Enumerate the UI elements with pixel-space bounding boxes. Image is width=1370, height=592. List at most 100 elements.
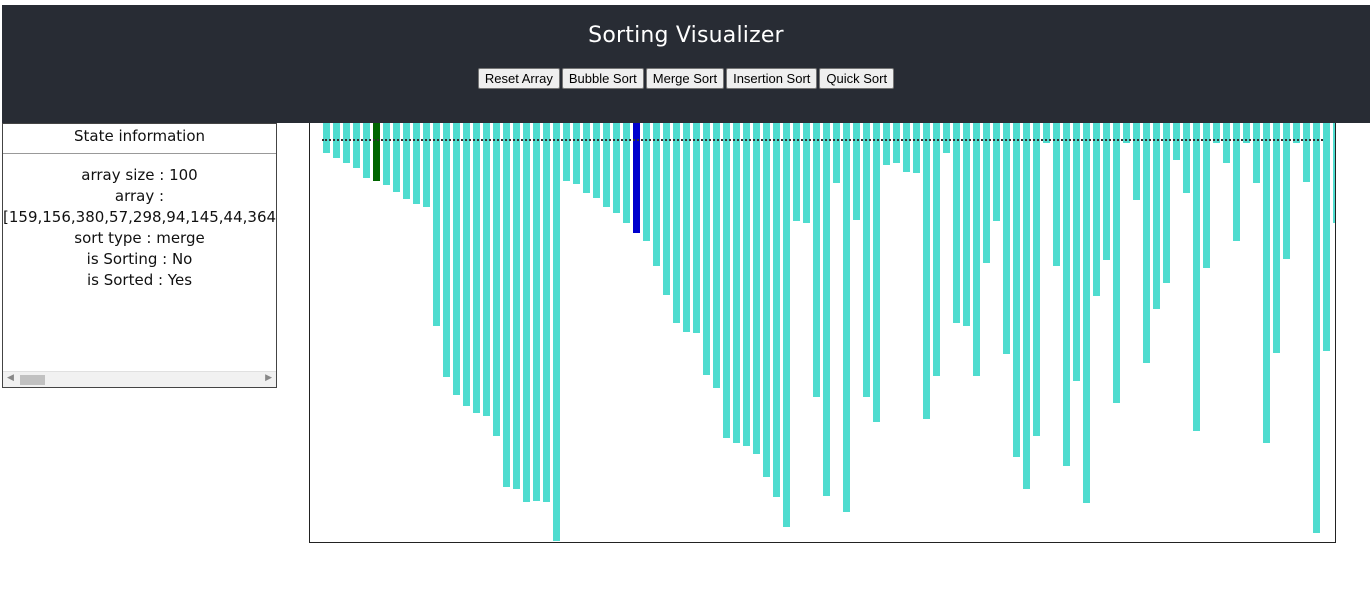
- array-bar: [1023, 123, 1030, 489]
- insertion-sort-button[interactable]: Insertion Sort: [726, 68, 818, 89]
- array-bar: [1033, 123, 1040, 436]
- array-bar: [903, 123, 910, 172]
- array-bar: [603, 123, 610, 207]
- array-bar: [993, 123, 1000, 221]
- array-bar: [963, 123, 970, 326]
- array-bar: [433, 123, 440, 326]
- toolbar: Reset Array Bubble Sort Merge Sort Inser…: [2, 68, 1370, 89]
- array-bar: [623, 123, 630, 223]
- array-bar: [1063, 123, 1070, 466]
- merge-sort-button[interactable]: Merge Sort: [645, 68, 725, 89]
- array-bar: [513, 123, 520, 489]
- scrollbar-thumb[interactable]: [20, 375, 45, 385]
- array-bar: [413, 123, 420, 204]
- array-bar: [343, 123, 350, 163]
- array-bar: [1003, 123, 1010, 354]
- array-visualizer: [309, 123, 1336, 543]
- scroll-right-icon[interactable]: ▶: [265, 373, 272, 383]
- array-bar: [703, 123, 710, 375]
- array-bar: [463, 123, 470, 406]
- array-bar: [1233, 123, 1240, 241]
- array-bar: [573, 123, 580, 184]
- array-bar: [483, 123, 490, 416]
- array-bar: [1263, 123, 1270, 443]
- array-bar: [1333, 123, 1335, 223]
- array-bar: [1103, 123, 1110, 260]
- array-bar: [403, 123, 410, 199]
- array-bar: [983, 123, 990, 263]
- array-bar: [763, 123, 770, 477]
- state-info-panel: State information array size : 100 array…: [2, 123, 277, 388]
- array-bar: [473, 123, 480, 413]
- array-bar: [823, 123, 830, 496]
- array-bar: [1143, 123, 1150, 363]
- bubble-sort-button[interactable]: Bubble Sort: [561, 68, 644, 89]
- array-bar: [1293, 123, 1300, 143]
- array-bar: [583, 123, 590, 193]
- array-bar: [543, 123, 550, 502]
- array-bar: [1183, 123, 1190, 193]
- array-bar: [443, 123, 450, 377]
- reset-array-button[interactable]: Reset Array: [477, 68, 560, 89]
- array-bar: [913, 123, 920, 173]
- array-bar: [393, 123, 400, 192]
- array-bar: [663, 123, 670, 295]
- array-bar: [423, 123, 430, 207]
- array-bar: [633, 123, 640, 233]
- array-bar: [613, 123, 620, 213]
- array-bar: [383, 123, 390, 185]
- quick-sort-button[interactable]: Quick Sort: [819, 68, 895, 89]
- array-bar: [943, 123, 950, 153]
- array-bar: [1173, 123, 1180, 160]
- array-bar: [1153, 123, 1160, 309]
- array-bar: [533, 123, 540, 501]
- array-bar: [503, 123, 510, 487]
- sort-type-text: sort type : merge: [74, 229, 205, 247]
- array-values-text: [159,156,380,57,298,94,145,44,364,203,: [3, 208, 276, 226]
- array-bar: [1213, 123, 1220, 143]
- array-bar: [1193, 123, 1200, 431]
- array-bar: [923, 123, 930, 419]
- array-bar: [1133, 123, 1140, 200]
- array-bar: [1013, 123, 1020, 457]
- array-bar: [1083, 123, 1090, 503]
- array-size-text: array size : 100: [81, 166, 198, 184]
- array-bar: [1113, 123, 1120, 403]
- array-bar: [373, 123, 380, 181]
- state-info-header: State information: [3, 124, 276, 154]
- array-bar: [1073, 123, 1080, 381]
- array-bar: [833, 123, 840, 183]
- array-bar: [1043, 123, 1050, 143]
- array-bar: [593, 123, 600, 198]
- array-bar: [713, 123, 720, 388]
- array-bar: [863, 123, 870, 397]
- array-bar: [873, 123, 880, 422]
- array-bar: [733, 123, 740, 443]
- array-bar: [813, 123, 820, 397]
- array-bar: [1273, 123, 1280, 353]
- is-sorted-text: is Sorted : Yes: [86, 271, 193, 289]
- array-bar: [773, 123, 780, 497]
- dotted-baseline: [322, 139, 1323, 141]
- array-bar: [643, 123, 650, 241]
- array-bar: [1053, 123, 1060, 266]
- array-bar: [323, 123, 330, 153]
- array-bar: [1283, 123, 1290, 259]
- array-bar: [843, 123, 850, 512]
- array-bar: [673, 123, 680, 323]
- array-bar: [493, 123, 500, 436]
- array-bar: [563, 123, 570, 181]
- array-bar: [1253, 123, 1260, 183]
- array-bar: [803, 123, 810, 223]
- horizontal-scrollbar[interactable]: ◀ ▶: [3, 371, 276, 387]
- array-bar: [893, 123, 900, 163]
- array-bar: [933, 123, 940, 376]
- array-bar: [1123, 123, 1130, 143]
- array-bar: [723, 123, 730, 438]
- array-bar: [363, 123, 370, 178]
- scroll-left-icon[interactable]: ◀: [7, 373, 14, 383]
- array-bar: [1223, 123, 1230, 163]
- array-bar: [1203, 123, 1210, 268]
- array-bar: [853, 123, 860, 220]
- state-info-body[interactable]: array size : 100 array : [159,156,380,57…: [3, 165, 276, 370]
